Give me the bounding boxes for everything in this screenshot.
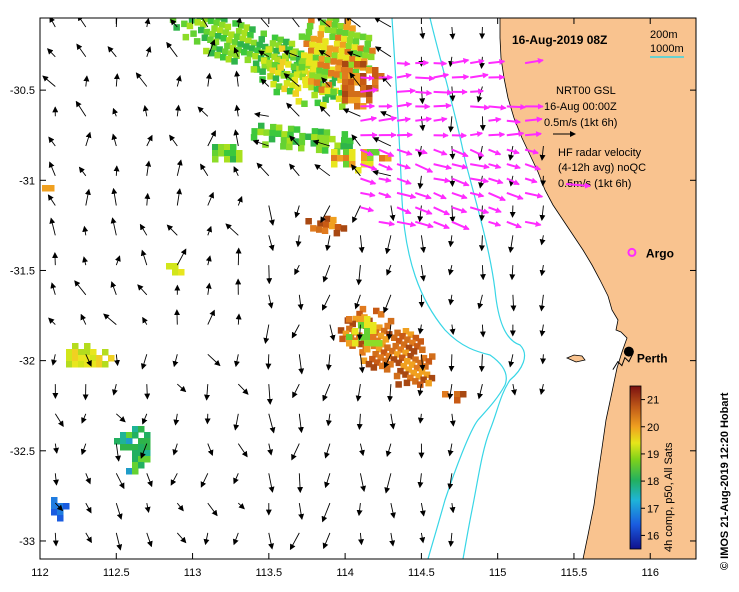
colorbar-tick-label: 16 xyxy=(647,530,659,542)
colorbar: 21 20 19 18 17 16 4h comp, p50, All Sats xyxy=(629,385,675,552)
map-title: 16-Aug-2019 08Z xyxy=(512,33,607,47)
radar-scale-arrow xyxy=(565,182,591,189)
colorbar-tick-label: 21 xyxy=(647,395,659,407)
perth-marker: Perth xyxy=(612,346,668,370)
x-tick-label: 112 xyxy=(31,567,49,579)
isobath-200m xyxy=(391,18,507,559)
plot-frame xyxy=(39,17,697,560)
radar-label: HF radar velocity xyxy=(558,147,642,159)
model-label: NRT00 GSL xyxy=(556,85,616,97)
x-tick-label: 115 xyxy=(489,567,507,579)
argo-icon xyxy=(627,247,637,257)
y-tick-label: -32.5 xyxy=(10,446,35,458)
model-time: 16-Aug 00:00Z xyxy=(544,101,617,113)
axes: 112 112.5 113 113.5 114 114.5 115 115.5 116 -30.5… xyxy=(10,18,696,579)
radar-avg: (4-12h avg) noQC xyxy=(558,162,646,174)
colorbar-tick-label: 17 xyxy=(647,503,659,515)
land-area xyxy=(499,18,696,559)
argo-label: Argo xyxy=(646,246,674,260)
y-tick-label: -33 xyxy=(19,536,35,548)
y-tick-label: -32 xyxy=(19,356,35,368)
hf-radar-arrows xyxy=(359,58,544,231)
y-tick-label: -31.5 xyxy=(10,265,35,277)
x-tick-label: 112.5 xyxy=(103,567,130,579)
x-tick-label: 115.5 xyxy=(561,567,588,579)
colorbar-tick-label: 20 xyxy=(647,422,659,434)
x-tick-label: 114 xyxy=(336,567,354,579)
x-tick-label: 116 xyxy=(641,567,659,579)
model-scale: 0.5m/s (1kt 6h) xyxy=(544,117,617,129)
credit-text: © IMOS 21-Aug-2019 12:20 Hobart xyxy=(719,392,731,570)
depth-label-1000m: 1000m xyxy=(650,43,684,55)
perth-label: Perth xyxy=(637,352,668,366)
radar-scale: 0.5m/s (1kt 6h) xyxy=(558,178,631,190)
colorbar-tick-label: 19 xyxy=(647,449,659,461)
colorbar-caption: 4h comp, p50, All Sats xyxy=(663,442,675,552)
colorbar-tick-label: 18 xyxy=(647,476,659,488)
depth-label-200m: 200m xyxy=(650,29,678,41)
colorbar-gradient xyxy=(629,385,642,550)
x-tick-label: 113.5 xyxy=(255,567,282,579)
argo-marker: Argo xyxy=(627,246,674,260)
perth-icon xyxy=(623,346,634,357)
x-tick-label: 114.5 xyxy=(408,567,435,579)
x-tick-label: 113 xyxy=(184,567,202,579)
swan-river xyxy=(612,353,634,370)
y-tick-label: -31 xyxy=(19,175,35,187)
y-tick-label: -30.5 xyxy=(10,85,35,97)
island xyxy=(566,354,586,363)
